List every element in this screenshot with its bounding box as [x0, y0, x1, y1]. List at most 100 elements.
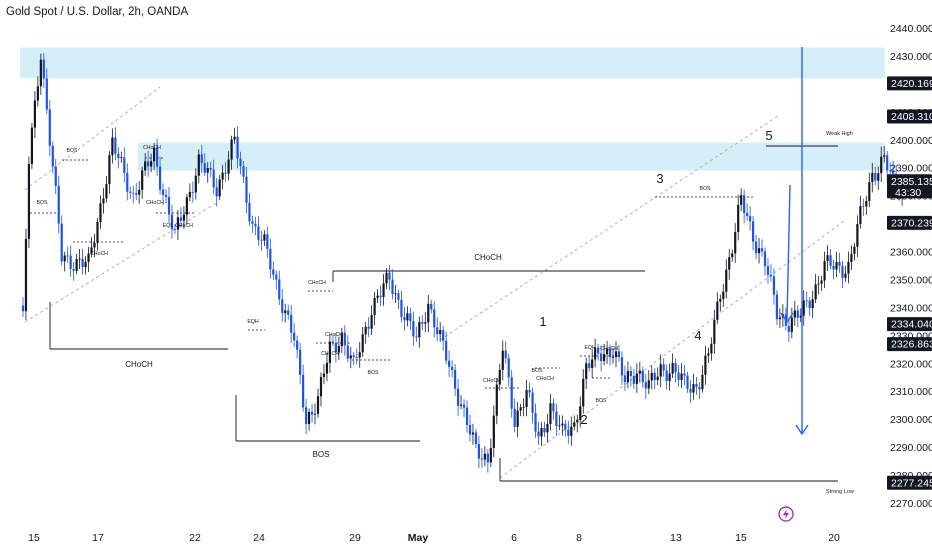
- candle-body: [173, 229, 177, 231]
- annotation-choch2: CHoCH: [143, 145, 161, 151]
- candle: [388, 264, 391, 290]
- candle: [793, 300, 796, 326]
- candle: [772, 268, 776, 305]
- candle: [534, 403, 537, 438]
- candle-body: [343, 332, 346, 346]
- candle-body: [585, 363, 588, 379]
- candle: [313, 403, 317, 425]
- annotation-choch_big1: CHoCH: [125, 360, 153, 369]
- candle: [212, 159, 215, 195]
- candle: [826, 245, 829, 271]
- candle-body: [221, 172, 224, 180]
- candle-body: [710, 343, 713, 354]
- candle-body: [698, 387, 701, 390]
- annotation-bos6: BOS: [532, 368, 543, 374]
- candle-body: [552, 403, 555, 412]
- candle-body: [21, 305, 25, 312]
- candle-body: [772, 276, 776, 295]
- candle: [164, 188, 168, 204]
- y-tick-label: 2390.000: [890, 163, 932, 175]
- candle-body: [269, 248, 272, 270]
- candle: [138, 181, 141, 204]
- candle: [787, 320, 790, 343]
- projection-arrowhead: [780, 312, 794, 324]
- candle-body: [290, 314, 293, 333]
- candle-body: [218, 179, 221, 197]
- candle-body: [602, 354, 606, 361]
- candle: [853, 243, 856, 261]
- candle: [644, 373, 647, 399]
- candle: [796, 305, 799, 328]
- candle-body: [561, 423, 564, 426]
- candle: [653, 368, 656, 390]
- candle: [662, 358, 665, 377]
- candle-body: [69, 255, 72, 269]
- candle-body: [90, 247, 93, 254]
- candle-body: [525, 390, 528, 408]
- candle: [254, 216, 257, 236]
- candle-body: [474, 432, 478, 445]
- candle-body: [528, 390, 531, 393]
- candle: [728, 248, 731, 280]
- candle-body: [638, 370, 641, 374]
- x-tick-label: 22: [189, 532, 201, 544]
- candle: [170, 205, 174, 239]
- candle-body: [719, 298, 722, 302]
- candle: [108, 151, 111, 194]
- candle-body: [564, 423, 567, 430]
- candle: [272, 261, 275, 281]
- candle: [346, 335, 349, 363]
- candle: [24, 228, 28, 321]
- price-tag: 2408.310: [887, 109, 932, 124]
- candle-body: [233, 136, 236, 140]
- candle: [555, 403, 558, 436]
- lightning-icon[interactable]: [778, 506, 794, 522]
- candle-body: [394, 293, 397, 295]
- candle-body: [284, 310, 287, 314]
- candle: [90, 237, 93, 258]
- candle: [889, 162, 892, 177]
- candle: [698, 382, 701, 400]
- candle: [576, 414, 579, 433]
- candle-body: [820, 280, 823, 284]
- candle: [451, 360, 454, 378]
- candle: [471, 423, 475, 445]
- annotation-choch7: CHoCH: [321, 351, 339, 357]
- candle-body: [704, 355, 707, 375]
- candle: [713, 309, 716, 354]
- candle: [182, 206, 185, 229]
- channel-lower-line: [499, 219, 846, 479]
- candle-body: [498, 369, 501, 385]
- candle-body: [605, 348, 609, 355]
- candle: [591, 349, 594, 378]
- candle: [674, 358, 677, 383]
- candle-body: [868, 182, 871, 202]
- candle: [766, 258, 770, 284]
- candle-body: [170, 214, 174, 230]
- candle-body: [200, 154, 203, 164]
- candle: [832, 259, 835, 280]
- candle: [209, 161, 212, 178]
- candle-body: [686, 375, 689, 389]
- candle-body: [191, 191, 194, 193]
- candle: [623, 365, 627, 391]
- price-tag: 2370.239: [887, 215, 932, 230]
- wave-label-wave5: 5: [765, 128, 772, 143]
- candle: [153, 143, 156, 170]
- candle-body: [737, 204, 740, 232]
- candle: [132, 185, 135, 204]
- candle-body: [626, 371, 630, 383]
- candle: [632, 368, 635, 390]
- candle-body: [72, 268, 75, 271]
- candle-body: [880, 156, 883, 174]
- candle-body: [886, 155, 889, 171]
- candle: [754, 234, 758, 260]
- candle: [325, 352, 329, 382]
- candle-body: [546, 423, 549, 433]
- candle-body: [468, 424, 472, 435]
- candle-body: [135, 193, 138, 195]
- candle: [179, 207, 183, 228]
- candle-body: [656, 376, 659, 381]
